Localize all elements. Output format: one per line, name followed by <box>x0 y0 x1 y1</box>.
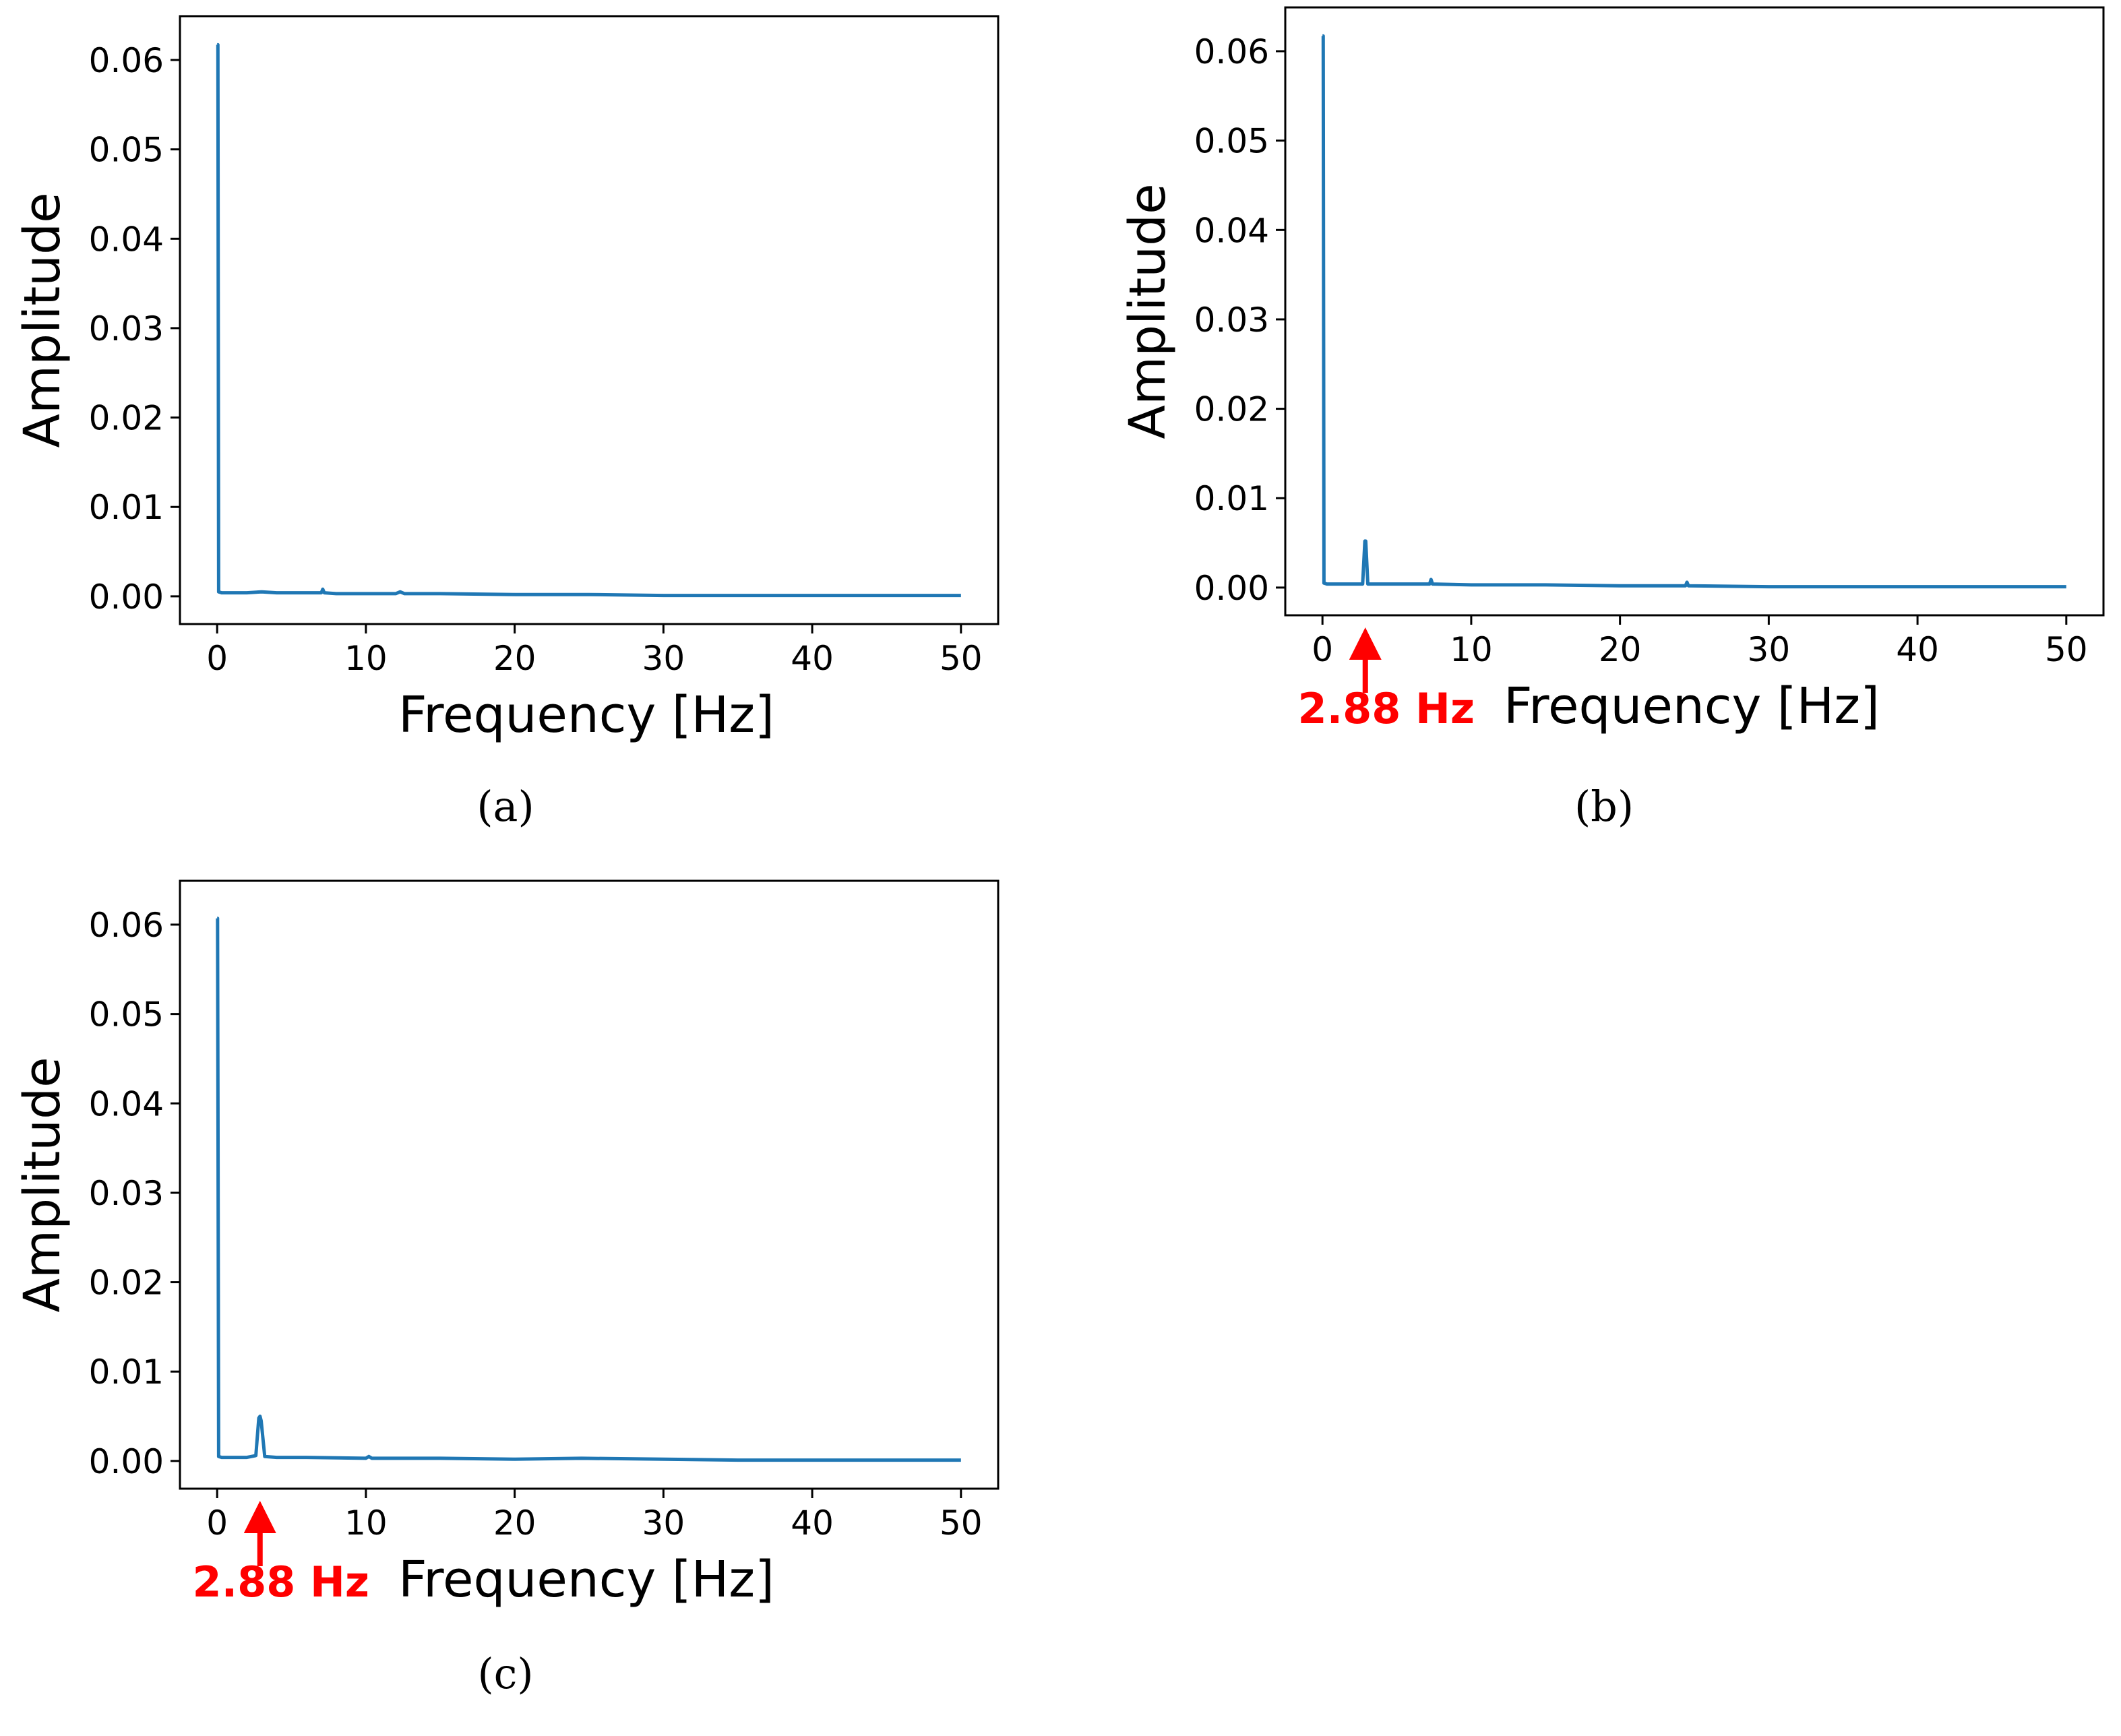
y-tick-label: 0.03 <box>89 309 164 348</box>
y-tick-label: 0.00 <box>89 578 164 617</box>
y-tick-label: 0.01 <box>89 1353 164 1392</box>
y-tick-label: 0.01 <box>89 488 164 527</box>
series-line <box>216 917 961 1462</box>
y-tick-label: 0.05 <box>89 995 164 1034</box>
y-tick-label: 0.03 <box>89 1174 164 1213</box>
x-tick-label: 20 <box>1599 630 1642 669</box>
x-tick-label: 40 <box>791 639 834 678</box>
y-tick-label: 0.06 <box>89 906 164 945</box>
y-tick-label: 0.02 <box>89 1264 164 1303</box>
plot-frame <box>179 879 1000 1490</box>
y-tick-label: 0.02 <box>89 399 164 438</box>
x-axis-title: Frequency [Hz] <box>398 1551 774 1609</box>
plot-frame <box>1284 6 2105 617</box>
panel-c: 0 10 20 30 40 50 0.00 0.01 0.02 0.03 0.04 0.05 0.06 F… <box>13 879 1000 1698</box>
x-tick-label: 10 <box>344 1504 388 1543</box>
panel-caption: (b) <box>1574 782 1634 831</box>
x-tick-label: 0 <box>206 639 228 678</box>
x-tick-label: 30 <box>642 639 685 678</box>
x-tick-label: 40 <box>1896 630 1939 669</box>
panel-a: 0 10 20 30 40 50 0.00 0.01 0.02 0.03 0.04 0.05 0.06 F… <box>13 15 1000 831</box>
x-tick-label: 30 <box>1748 630 1791 669</box>
x-tick-label: 20 <box>493 639 536 678</box>
y-tick-label: 0.04 <box>89 220 164 259</box>
x-tick-label: 50 <box>2045 630 2088 669</box>
x-tick-label: 0 <box>1312 630 1333 669</box>
series-line <box>216 42 961 598</box>
x-tick-label: 10 <box>344 639 388 678</box>
y-axis-title: Amplitude <box>13 192 71 447</box>
panel-caption: (c) <box>477 1649 533 1698</box>
y-tick-label: 0.04 <box>1194 211 1269 250</box>
x-axis-title: Frequency [Hz] <box>1504 677 1880 735</box>
x-tick-label: 0 <box>206 1504 228 1543</box>
y-tick-label: 0.01 <box>1194 479 1269 518</box>
y-tick-label: 0.05 <box>1194 122 1269 161</box>
y-tick-label: 0.00 <box>1194 569 1269 608</box>
x-tick-label: 30 <box>642 1504 685 1543</box>
y-tick-label: 0.06 <box>1194 32 1269 71</box>
panel-caption: (a) <box>477 782 534 831</box>
y-tick-label: 0.02 <box>1194 390 1269 429</box>
annotation-label: 2.88 Hz <box>1297 684 1475 733</box>
panel-b: 0 10 20 30 40 50 0.00 0.01 0.02 0.03 0.04 0.05 0.06 F… <box>1119 6 2105 831</box>
y-axis-title: Amplitude <box>13 1057 71 1312</box>
y-tick-label: 0.00 <box>89 1442 164 1481</box>
x-axis-title: Frequency [Hz] <box>398 686 774 744</box>
y-axis-title: Amplitude <box>1119 183 1177 439</box>
x-tick-label: 40 <box>791 1504 834 1543</box>
x-tick-label: 20 <box>493 1504 536 1543</box>
annotation-label: 2.88 Hz <box>192 1557 369 1607</box>
plot-frame <box>179 15 1000 625</box>
x-tick-label: 50 <box>940 639 983 678</box>
y-tick-label: 0.03 <box>1194 301 1269 340</box>
y-tick-label: 0.05 <box>89 131 164 170</box>
x-tick-label: 50 <box>940 1504 983 1543</box>
series-line <box>1321 34 2066 589</box>
y-tick-label: 0.06 <box>89 41 164 80</box>
x-tick-label: 10 <box>1450 630 1493 669</box>
y-tick-label: 0.04 <box>89 1084 164 1123</box>
